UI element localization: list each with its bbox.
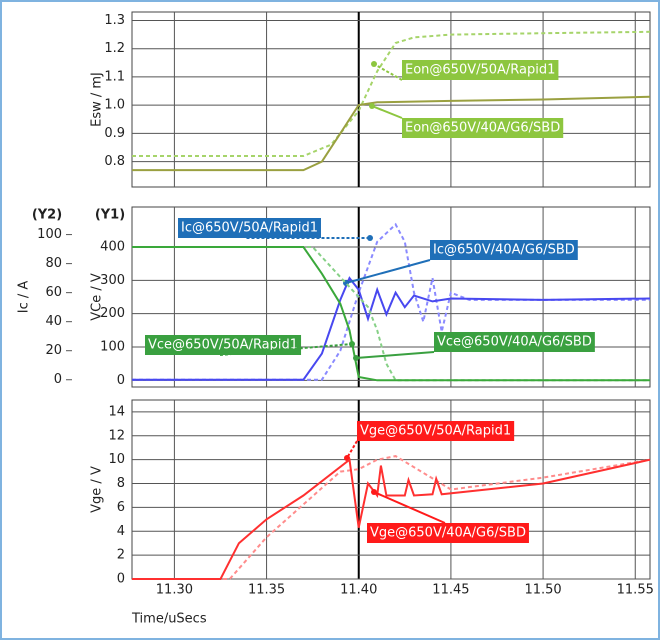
legend-label: Ic@650V/40A/G6/SBD	[433, 243, 575, 258]
y-tick-label: 0.8	[104, 154, 125, 169]
legend-label: Eon@650V/50A/Rapid1	[405, 63, 555, 78]
y-tick-label: 10	[108, 452, 125, 467]
x-tick-label: 11.45	[432, 583, 469, 598]
series-line	[132, 455, 651, 580]
y2-tick-label: 20	[45, 343, 62, 358]
y-tick-label: 0	[117, 373, 125, 388]
x-tick-label: 11.30	[156, 583, 193, 598]
arrow-head	[371, 489, 377, 495]
series-line	[132, 276, 651, 381]
y-axis-title: Esw / mJ	[90, 72, 105, 127]
arrow-head	[371, 61, 377, 67]
label-box	[178, 218, 321, 238]
series-line	[132, 246, 650, 382]
series-label: Vce@650V/40A/G6/SBD	[353, 332, 595, 361]
legend-label: Vge@650V/40A/G6/SBD	[370, 526, 526, 541]
y2-tick-label: 100	[37, 227, 62, 242]
label-box	[430, 240, 578, 260]
y-axis-tag: (Y1)	[95, 208, 125, 223]
y2-tick-label: 60	[45, 285, 62, 300]
y-tick-label: 400	[100, 240, 125, 255]
label-arrow	[345, 259, 431, 284]
y-tick-label: 1.2	[104, 41, 125, 56]
label-arrow	[346, 440, 358, 459]
series-label: Eon@650V/50A/Rapid1	[371, 60, 559, 81]
label-box	[145, 335, 302, 355]
legend-label: Vge@650V/50A/Rapid1	[360, 424, 511, 439]
y-tick-label: 4	[117, 524, 125, 539]
x-tick-label: 11.55	[617, 583, 654, 598]
y2-axis-tag: (Y2)	[32, 208, 62, 223]
y-axis-title: VCe / V	[90, 273, 105, 321]
y-tick-label: 6	[117, 500, 125, 515]
series-label: Eon@650V/40A/G6/SBD	[369, 103, 564, 138]
label-arrow	[373, 491, 446, 524]
x-tick-label: 11.50	[524, 583, 561, 598]
series-label: Vge@650V/50A/Rapid1	[344, 421, 515, 461]
label-box	[367, 523, 529, 543]
arrow-head	[367, 235, 373, 241]
label-arrow	[219, 343, 353, 356]
series-label: Vce@650V/50A/Rapid1	[145, 335, 355, 356]
series-line	[132, 95, 651, 172]
y-tick-label: 300	[100, 273, 125, 288]
series-label: Vge@650V/40A/G6/SBD	[367, 489, 529, 543]
label-box	[402, 118, 564, 138]
y-axis-title: Vge / V	[90, 466, 105, 513]
series-line	[132, 222, 650, 381]
y2-tick-label: 0	[54, 372, 62, 387]
label-arrow	[373, 63, 403, 81]
y-tick-label: 2	[117, 548, 125, 563]
legend-label: Vce@650V/50A/Rapid1	[148, 338, 298, 353]
y2-tick-label: 80	[45, 256, 62, 271]
legend-label: Eon@650V/40A/G6/SBD	[405, 121, 560, 136]
x-axis-title: Time/uSecs	[131, 612, 207, 627]
series-label: Ic@650V/40A/G6/SBD	[343, 240, 578, 286]
y-tick-label: 100	[100, 340, 125, 355]
label-arrow	[371, 105, 403, 119]
series-label: Ic@650V/50A/Rapid1	[178, 218, 373, 241]
arrow-head	[369, 103, 375, 109]
label-box	[402, 60, 559, 80]
arrow-head	[353, 355, 359, 361]
y2-tick-label: 40	[45, 314, 62, 329]
y2-axis-title: Ic / A	[17, 281, 32, 314]
y-tick-label: 0.9	[104, 126, 125, 141]
y-tick-label: 1.0	[104, 98, 125, 113]
label-box	[357, 421, 515, 441]
y-tick-label: 0	[117, 572, 125, 587]
legend-label: Vce@650V/40A/G6/SBD	[437, 335, 592, 350]
label-box	[434, 332, 595, 352]
y-tick-label: 14	[108, 404, 125, 419]
legend-label: Ic@650V/50A/Rapid1	[181, 221, 318, 236]
series-line	[132, 457, 651, 580]
y-tick-label: 200	[100, 306, 125, 321]
y-tick-label: 12	[108, 428, 125, 443]
x-tick-label: 11.40	[340, 583, 377, 598]
x-tick-label: 11.35	[248, 583, 285, 598]
series-line	[132, 246, 650, 382]
y-tick-label: 8	[117, 476, 125, 491]
label-arrow	[355, 351, 435, 359]
y-tick-label: 1.3	[104, 13, 125, 28]
y-tick-label: 1.1	[104, 69, 125, 84]
